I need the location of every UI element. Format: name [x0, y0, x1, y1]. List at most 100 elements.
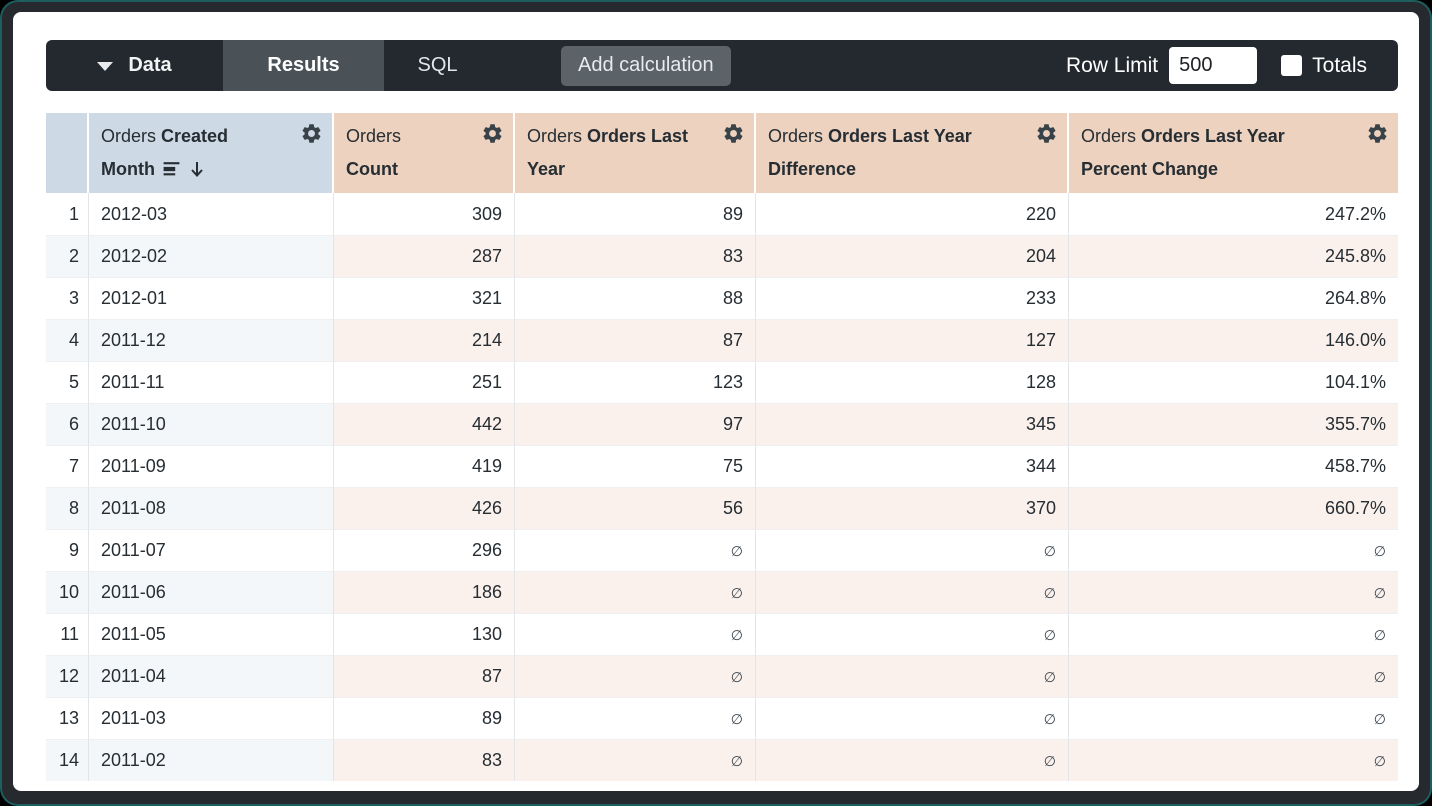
percent-change-cell[interactable]: 264.8% [1069, 277, 1398, 319]
totals-group: Totals [1281, 40, 1367, 91]
created-month-cell[interactable]: 2011-06 [89, 571, 334, 613]
gear-icon[interactable] [481, 122, 504, 145]
difference-cell[interactable]: ∅ [756, 571, 1069, 613]
gear-icon[interactable] [1035, 122, 1058, 145]
difference-cell[interactable]: 128 [756, 361, 1069, 403]
created-month-cell[interactable]: 2011-10 [89, 403, 334, 445]
difference-cell[interactable]: 233 [756, 277, 1069, 319]
created-month-cell[interactable]: 2011-08 [89, 487, 334, 529]
column-header[interactable]: Orders Orders Last Year [515, 113, 756, 193]
table-body: 1 2012-03 309 89 220 247.2% 2 2012-02 287 83 204 24… [46, 193, 1398, 781]
percent-change-cell[interactable]: 104.1% [1069, 361, 1398, 403]
created-month-cell[interactable]: 2012-02 [89, 235, 334, 277]
last-year-cell[interactable]: 123 [515, 361, 756, 403]
difference-cell[interactable]: 344 [756, 445, 1069, 487]
last-year-cell[interactable]: 56 [515, 487, 756, 529]
gear-icon[interactable] [1366, 122, 1389, 145]
percent-change-cell[interactable]: ∅ [1069, 697, 1398, 739]
last-year-cell[interactable]: ∅ [515, 697, 756, 739]
results-table: Orders Created Month Orders Count Orders O… [46, 113, 1398, 781]
count-cell[interactable]: 186 [334, 571, 515, 613]
count-cell[interactable]: 309 [334, 193, 515, 235]
count-cell[interactable]: 426 [334, 487, 515, 529]
created-month-cell[interactable]: 2011-07 [89, 529, 334, 571]
created-month-cell[interactable]: 2011-09 [89, 445, 334, 487]
percent-change-cell[interactable]: 146.0% [1069, 319, 1398, 361]
gear-icon[interactable] [300, 122, 323, 145]
row-index-cell: 2 [46, 235, 89, 277]
column-header[interactable]: Orders Created Month [89, 113, 334, 193]
row-limit-group: Row Limit [1066, 40, 1281, 91]
percent-change-cell[interactable]: ∅ [1069, 529, 1398, 571]
percent-change-cell[interactable]: 355.7% [1069, 403, 1398, 445]
count-cell[interactable]: 442 [334, 403, 515, 445]
difference-cell[interactable]: 370 [756, 487, 1069, 529]
last-year-cell[interactable]: ∅ [515, 571, 756, 613]
last-year-cell[interactable]: 97 [515, 403, 756, 445]
null-value: ∅ [1373, 627, 1386, 643]
difference-cell[interactable]: ∅ [756, 655, 1069, 697]
last-year-cell[interactable]: 75 [515, 445, 756, 487]
count-cell[interactable]: 321 [334, 277, 515, 319]
gear-icon[interactable] [722, 122, 745, 145]
percent-change-cell[interactable]: ∅ [1069, 571, 1398, 613]
difference-cell[interactable]: ∅ [756, 613, 1069, 655]
percent-change-cell[interactable]: 660.7% [1069, 487, 1398, 529]
count-cell[interactable]: 419 [334, 445, 515, 487]
percent-change-cell[interactable]: 247.2% [1324, 203, 1386, 224]
difference-cell[interactable]: 127 [756, 319, 1069, 361]
created-month-cell[interactable]: 2012-01 [89, 277, 334, 319]
created-month-cell[interactable]: 2011-11 [89, 361, 334, 403]
null-value: ∅ [1043, 711, 1056, 727]
row-index-cell: 10 [46, 571, 89, 613]
created-month-cell[interactable]: 2012-03 [89, 193, 334, 235]
difference-cell[interactable]: 220 [756, 193, 1069, 235]
last-year-cell[interactable]: ∅ [515, 655, 756, 697]
created-month-cell[interactable]: 2011-02 [89, 739, 334, 781]
difference-cell[interactable]: 204 [756, 235, 1069, 277]
difference-cell[interactable]: 345 [756, 403, 1069, 445]
last-year-cell[interactable]: 89 [515, 193, 756, 235]
last-year-cell[interactable]: ∅ [515, 739, 756, 781]
explore-toolbar: Data Results SQL Add calculation Row Lim… [46, 40, 1398, 91]
count-cell[interactable]: 89 [334, 697, 515, 739]
last-year-cell[interactable]: ∅ [515, 529, 756, 571]
column-header-label: Orders Orders Last Year Percent Change [1081, 126, 1285, 179]
difference-cell[interactable]: ∅ [756, 529, 1069, 571]
last-year-cell[interactable]: 88 [515, 277, 756, 319]
last-year-cell[interactable]: 83 [515, 235, 756, 277]
percent-change-cell[interactable]: ∅ [1069, 655, 1398, 697]
count-cell[interactable]: 130 [334, 613, 515, 655]
count-cell[interactable]: 83 [334, 739, 515, 781]
difference-cell[interactable]: ∅ [756, 697, 1069, 739]
totals-checkbox[interactable] [1281, 55, 1303, 76]
count-cell[interactable]: 214 [334, 319, 515, 361]
tab-sql[interactable]: SQL [384, 40, 491, 91]
created-month-cell[interactable]: 2011-04 [89, 655, 334, 697]
column-header[interactable]: Orders Orders Last Year Difference [756, 113, 1069, 193]
count-cell[interactable]: 287 [334, 235, 515, 277]
column-header[interactable]: Orders Count [334, 113, 515, 193]
tab-data[interactable]: Data [46, 40, 223, 91]
column-header-label: Orders Created Month [101, 126, 229, 179]
percent-change-cell[interactable]: ∅ [1069, 613, 1398, 655]
percent-change-cell[interactable]: 458.7% [1069, 445, 1398, 487]
percent-change-cell[interactable]: 245.8% [1069, 235, 1398, 277]
created-month-cell[interactable]: 2011-03 [89, 697, 334, 739]
row-index-cell: 7 [46, 445, 89, 487]
created-month-cell[interactable]: 2011-05 [89, 613, 334, 655]
row-limit-input[interactable] [1169, 47, 1258, 84]
difference-cell[interactable]: ∅ [756, 739, 1069, 781]
last-year-cell[interactable]: 87 [515, 319, 756, 361]
tab-results[interactable]: Results [223, 40, 384, 91]
column-header[interactable]: Orders Orders Last Year Percent Change [1069, 113, 1398, 193]
count-cell[interactable]: 251 [334, 361, 515, 403]
count-cell[interactable]: 87 [334, 655, 515, 697]
last-year-cell[interactable]: ∅ [515, 613, 756, 655]
add-calculation-button[interactable]: Add calculation [561, 45, 731, 86]
count-cell[interactable]: 296 [334, 529, 515, 571]
created-month-cell[interactable]: 2011-12 [89, 319, 334, 361]
percent-change-cell[interactable]: ∅ [1069, 739, 1398, 781]
row-index-cell: 13 [46, 697, 89, 739]
